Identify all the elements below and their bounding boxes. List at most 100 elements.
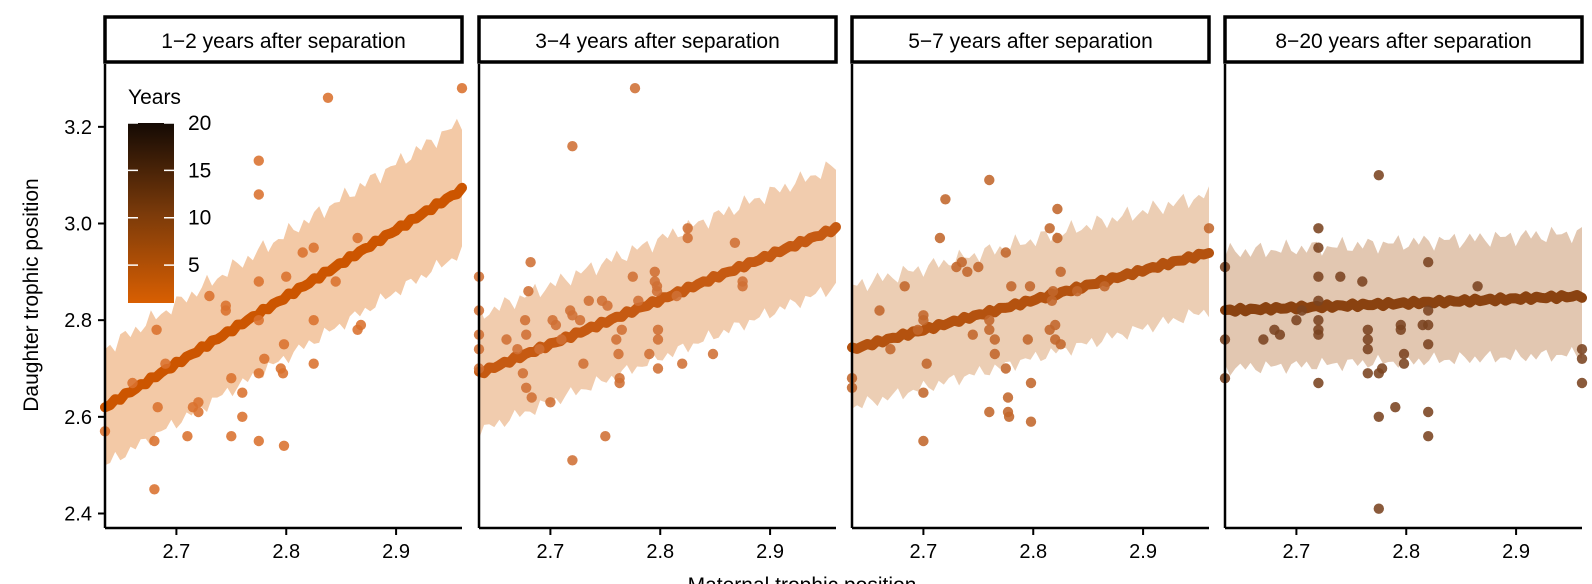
data-point: [677, 358, 688, 369]
data-point: [226, 373, 237, 384]
data-point: [330, 276, 341, 287]
data-point: [1313, 223, 1324, 234]
data-point: [707, 348, 719, 360]
data-point: [912, 324, 924, 335]
data-point: [644, 348, 655, 360]
data-point: [918, 315, 929, 326]
data-point: [1000, 363, 1011, 374]
y-axis-label: Daughter trophic position: [20, 178, 43, 411]
data-point: [602, 300, 613, 311]
data-point: [226, 431, 237, 442]
data-point: [1003, 411, 1015, 422]
data-point: [627, 271, 638, 282]
facet-title: 8−20 years after separation: [1275, 30, 1531, 53]
facet-title: 3−4 years after separation: [535, 30, 780, 53]
data-points: [846, 174, 1215, 447]
data-point: [652, 324, 664, 335]
data-point: [613, 348, 624, 360]
data-point: [1000, 247, 1011, 258]
data-point: [149, 484, 160, 495]
data-point: [1050, 319, 1061, 331]
data-point: [973, 261, 984, 273]
data-point: [1296, 305, 1308, 316]
data-point: [956, 257, 967, 268]
data-point: [1313, 295, 1324, 306]
data-point: [1291, 315, 1302, 326]
data-point: [1025, 377, 1037, 389]
data-point: [962, 266, 973, 277]
x-tick-label: 2.8: [272, 541, 300, 563]
data-point: [649, 266, 660, 277]
data-point: [1313, 242, 1324, 253]
data-point: [1047, 286, 1059, 297]
data-point: [526, 392, 537, 403]
data-point: [151, 324, 162, 335]
y-tick-label: 2.6: [64, 407, 92, 429]
data-point: [220, 305, 231, 316]
facet-panel-1: 1−2 years after separation 2.7 2.8 2.9: [99, 15, 468, 563]
y-tick-label: 3.2: [64, 117, 92, 139]
x-tick-label: 2.9: [382, 541, 410, 563]
data-point: [512, 344, 523, 355]
data-point: [729, 237, 741, 248]
data-point: [281, 271, 292, 282]
legend-tick-label: 20: [188, 112, 211, 135]
x-tick-label: 2.9: [756, 541, 784, 563]
data-point: [652, 363, 664, 374]
data-point: [127, 377, 138, 389]
data-point: [277, 368, 289, 379]
data-point: [885, 344, 896, 355]
data-point: [737, 281, 748, 292]
data-point: [204, 290, 215, 302]
data-point: [1046, 295, 1058, 306]
data-point: [519, 315, 531, 326]
data-point: [253, 435, 264, 447]
data-point: [918, 435, 929, 447]
x-axis-label: Maternal trophic position: [688, 574, 917, 584]
data-point: [1055, 339, 1066, 350]
data-point: [521, 329, 532, 340]
data-point: [616, 324, 627, 335]
data-point: [633, 295, 644, 306]
data-point: [1258, 334, 1269, 345]
facet-panel-4: 8−20 years after separation 2.7 2.8 2.9: [1219, 15, 1588, 563]
x-tick-label: 2.7: [1282, 541, 1310, 563]
data-point: [1362, 368, 1374, 379]
data-point: [1022, 334, 1033, 345]
data-point: [523, 286, 534, 297]
data-point: [1398, 348, 1410, 360]
data-point: [1423, 257, 1434, 268]
data-point: [456, 83, 468, 94]
facet-strip: [850, 15, 1211, 64]
data-point: [1025, 416, 1037, 427]
data-point: [1055, 266, 1066, 277]
data-point: [600, 431, 611, 442]
data-point: [682, 223, 693, 234]
data-point: [160, 358, 171, 369]
data-point: [874, 305, 885, 316]
y-tick-label: 2.4: [64, 504, 92, 526]
data-point: [984, 324, 995, 335]
data-point: [253, 189, 264, 200]
x-tick-label: 2.9: [1129, 541, 1157, 563]
data-point: [1274, 329, 1286, 340]
legend-colorbar: [128, 123, 174, 303]
x-tick-label: 2.7: [909, 541, 937, 563]
data-point: [1423, 339, 1434, 350]
y-tick-label: 2.8: [64, 310, 92, 332]
data-point: [1472, 281, 1483, 292]
data-point: [1398, 358, 1410, 369]
x-tick-label: 2.8: [1019, 541, 1047, 563]
data-point: [1044, 223, 1055, 234]
facet-panel-3: 5−7 years after separation 2.7 2.8 2.9: [846, 15, 1215, 563]
data-point: [1423, 431, 1434, 442]
data-point: [237, 411, 248, 422]
data-point: [545, 397, 556, 408]
data-point: [534, 344, 545, 355]
data-point: [1335, 271, 1346, 282]
data-point: [1390, 402, 1401, 413]
data-point: [322, 92, 334, 104]
data-point: [934, 232, 946, 244]
